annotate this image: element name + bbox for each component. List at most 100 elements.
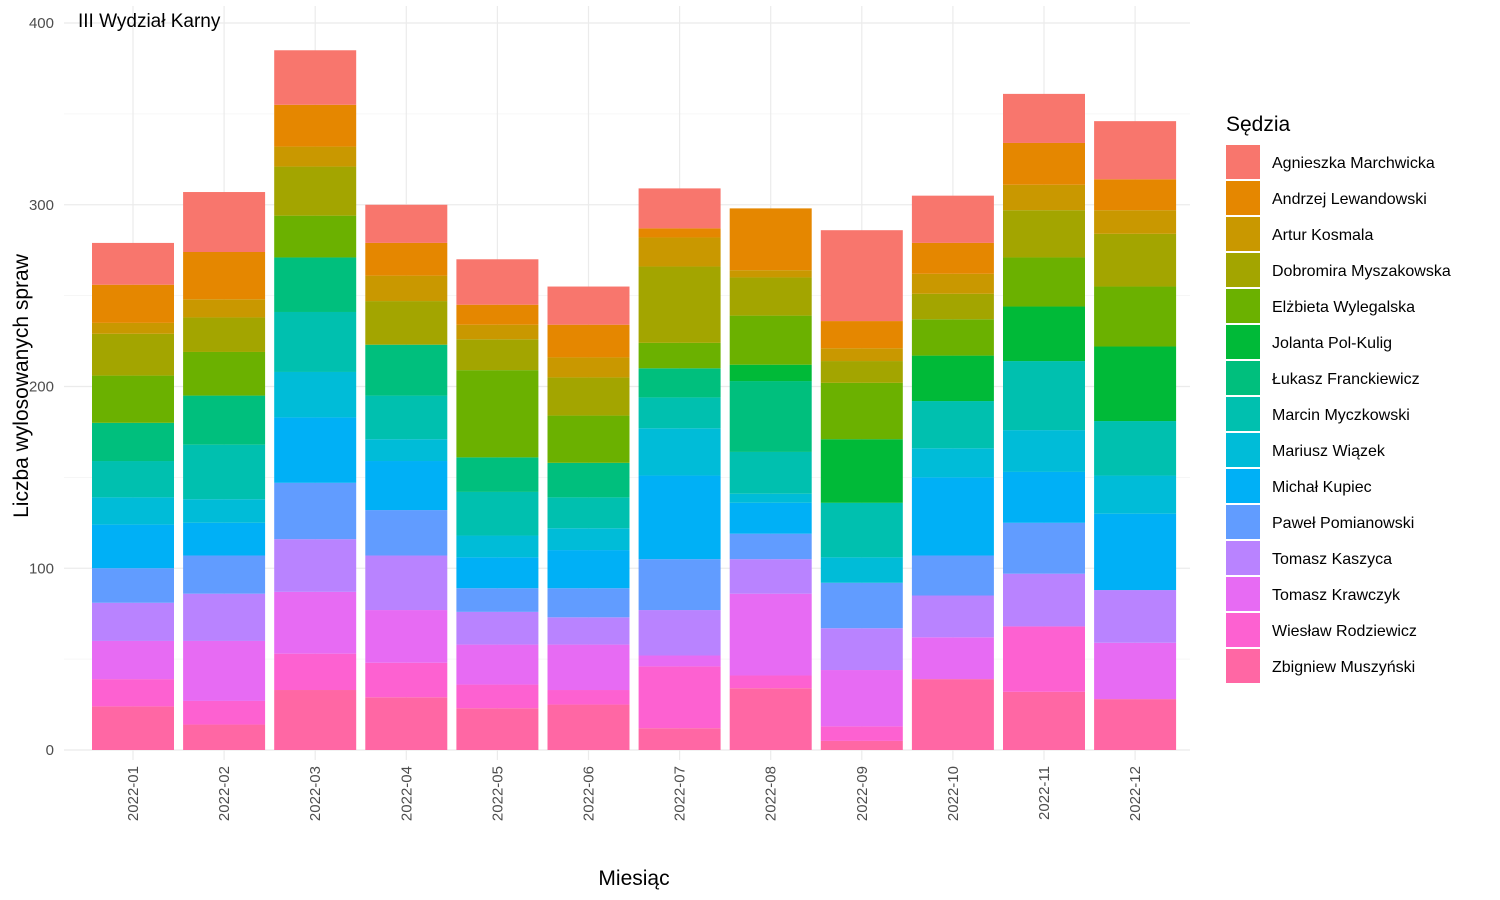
legend-swatch: [1226, 505, 1260, 539]
bar-segment: [92, 640, 174, 680]
legend-swatch: [1226, 649, 1260, 683]
bar-segment: [638, 342, 721, 369]
bar-segment: [729, 277, 812, 316]
bar-segment: [911, 319, 994, 356]
legend-swatch: [1226, 541, 1260, 575]
bar-segment: [1094, 513, 1177, 591]
bar-segment: [729, 493, 812, 503]
bar-segment: [729, 688, 812, 750]
legend-item: Elżbieta Wylegalska: [1226, 289, 1415, 323]
bar-segment: [547, 644, 630, 691]
bar-segment: [820, 348, 903, 362]
bar-segment: [274, 166, 357, 216]
bar-segment: [1003, 522, 1085, 574]
bar-segment: [183, 317, 266, 352]
bar-segment: [1094, 121, 1177, 180]
bar-segment: [1003, 306, 1085, 362]
legend-label: Artur Kosmala: [1272, 227, 1373, 244]
bar-segment: [911, 273, 994, 294]
bar-segment: [547, 704, 630, 750]
legend-label: Tomasz Krawczyk: [1272, 587, 1401, 604]
bar-segment: [638, 237, 721, 267]
bar-segment: [729, 533, 812, 560]
y-tick-label: 100: [29, 560, 54, 577]
bar-segment: [547, 415, 630, 463]
bar-segment: [365, 344, 448, 396]
bar-segment: [729, 208, 812, 271]
bar-segment: [92, 422, 174, 462]
bar-segment: [183, 522, 266, 556]
bar-segment: [1094, 233, 1177, 287]
bar-segment: [911, 355, 994, 402]
bar-segment: [183, 351, 266, 396]
bar-segment: [1003, 471, 1085, 523]
bar-segment: [1003, 210, 1085, 258]
bar-stack-2022-03: [274, 50, 357, 750]
bar-segment: [729, 315, 812, 365]
bar-segment: [456, 324, 539, 340]
bar-segment: [274, 591, 357, 654]
bar-segment: [729, 270, 812, 278]
legend-item: Tomasz Krawczyk: [1226, 577, 1401, 611]
bar-segment: [456, 259, 539, 305]
y-tick-label: 300: [29, 197, 54, 214]
x-tick-label: 2022-06: [581, 766, 598, 821]
bar-segment: [1094, 346, 1177, 422]
bar-segment: [638, 666, 721, 729]
bar-segment: [729, 593, 812, 676]
y-tick-label: 400: [29, 15, 54, 32]
bar-segment: [638, 397, 721, 429]
bar-segment: [274, 653, 357, 691]
bar-segment: [456, 611, 539, 645]
bar-segment: [365, 662, 448, 698]
bar-segment: [456, 535, 539, 558]
bar-segment: [547, 286, 630, 325]
bar-segment: [456, 644, 539, 685]
legend-item: Andrzej Lewandowski: [1226, 181, 1427, 215]
x-tick-label: 2022-09: [854, 766, 871, 821]
bar-segment: [456, 708, 539, 750]
legend-label: Paweł Pomianowski: [1272, 515, 1414, 532]
legend-swatch: [1226, 469, 1260, 503]
bar-segment: [365, 301, 448, 345]
bar-segment: [1003, 142, 1085, 185]
bar-stack-2022-07: [638, 188, 721, 750]
bar-stack-2022-08: [729, 208, 812, 750]
legend-swatch: [1226, 613, 1260, 647]
bar-segment: [820, 382, 903, 440]
legend-item: Tomasz Kaszyca: [1226, 541, 1392, 575]
bar-segment: [456, 684, 539, 709]
bar-segment: [92, 333, 174, 376]
legend-title: Sędzia: [1226, 113, 1291, 136]
bar-segment: [456, 457, 539, 492]
bar-segment: [1094, 699, 1177, 750]
bar-segment: [547, 690, 630, 705]
bar-segment: [92, 568, 174, 603]
bar-segment: [638, 428, 721, 476]
bar-segment: [183, 640, 266, 701]
bar-segment: [456, 491, 539, 536]
bar-stack-2022-10: [911, 195, 994, 750]
bar-segment: [547, 497, 630, 529]
bar-segment: [274, 371, 357, 418]
bar-segment: [729, 381, 812, 452]
bar-segment: [547, 324, 630, 358]
bar-segment: [911, 195, 994, 243]
legend-swatch: [1226, 289, 1260, 323]
bar-segment: [911, 637, 994, 680]
bar-segment: [547, 377, 630, 416]
bar-segment: [365, 697, 448, 750]
bar-segment: [638, 728, 721, 750]
bar-segment: [820, 726, 903, 741]
bar-segment: [183, 252, 266, 300]
bar-segment: [274, 311, 357, 372]
x-tick-label: 2022-07: [672, 766, 689, 821]
bar-segment: [820, 670, 903, 727]
bar-segment: [456, 557, 539, 589]
bar-segment: [638, 188, 721, 229]
bar-stack-2022-06: [547, 286, 630, 750]
bar-segment: [1094, 642, 1177, 700]
bar-segment: [1003, 93, 1085, 143]
legend-label: Jolanta Pol-Kulig: [1272, 335, 1392, 352]
bar-segment: [638, 655, 721, 667]
